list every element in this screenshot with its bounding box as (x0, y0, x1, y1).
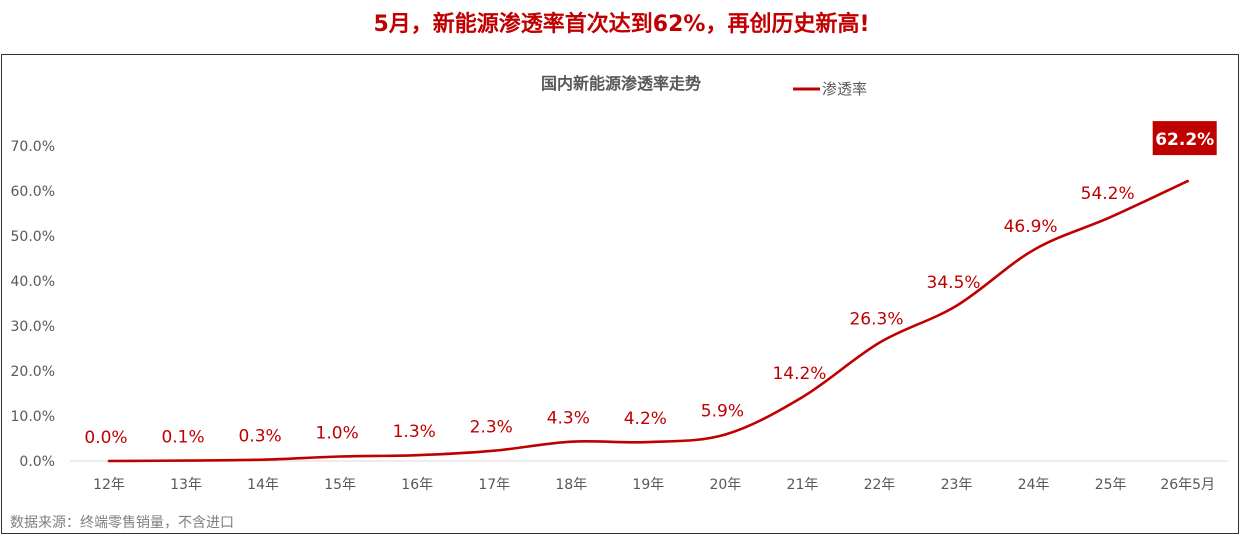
x-tick-label: 18年 (555, 477, 587, 493)
y-tick-label: 40.0% (11, 274, 55, 290)
x-tick-label: 21年 (787, 477, 819, 493)
data-label: 14.2% (772, 364, 826, 384)
data-label: 1.3% (393, 422, 436, 442)
x-tick-label: 17年 (478, 477, 510, 493)
y-tick-label: 20.0% (11, 364, 55, 380)
x-tick-label: 24年 (1018, 477, 1050, 493)
x-axis: 12年 13年 14年 15年 16年 17年 18年 19年 20年 21年 22年 23年 24年 2… (93, 477, 1215, 493)
y-tick-label: 0.0% (19, 454, 55, 470)
chart-frame (1, 54, 1239, 534)
headline: 5月，新能源渗透率首次达到62%，再创历史新高! (373, 12, 870, 37)
series-line (107, 179, 1189, 463)
x-tick-label: 15年 (324, 477, 356, 493)
chart-title: 国内新能源渗透率走势 (541, 74, 701, 93)
x-tick-label: 14年 (247, 477, 279, 493)
x-tick-label: 12年 (93, 477, 125, 493)
legend-label: 渗透率 (822, 80, 867, 98)
data-label: 26.3% (849, 310, 903, 330)
x-tick-label: 19年 (632, 477, 664, 493)
x-tick-label: 20年 (709, 477, 741, 493)
data-label: 4.3% (547, 409, 590, 429)
y-tick-label: 10.0% (11, 409, 55, 425)
y-tick-label: 30.0% (11, 319, 55, 335)
y-tick-label: 60.0% (11, 184, 55, 200)
y-tick-label: 70.0% (11, 139, 55, 155)
data-label: 2.3% (470, 418, 513, 438)
x-tick-label: 13年 (170, 477, 202, 493)
data-label: 0.1% (161, 428, 204, 448)
data-label: 5.9% (701, 401, 744, 421)
highlight-label: 62.2% (1152, 121, 1217, 156)
x-tick-label: 25年 (1095, 477, 1127, 493)
x-tick-label: 16年 (401, 477, 433, 493)
data-labels: 0.0% 0.1% 0.3% 1.0% 1.3% 2.3% 4.3% 4.2% 5.9% 14.2… (84, 121, 1217, 448)
data-label: 62.2% (1155, 130, 1214, 150)
data-label: 1.0% (316, 424, 359, 444)
y-tick-label: 50.0% (11, 229, 55, 245)
x-tick-label: 23年 (941, 477, 973, 493)
x-tick-label: 22年 (864, 477, 896, 493)
data-label: 0.0% (84, 428, 127, 448)
data-label: 0.3% (238, 427, 281, 447)
highlight-label-box (1152, 121, 1217, 156)
data-label: 54.2% (1081, 184, 1135, 204)
data-label: 34.5% (927, 273, 981, 293)
source-note: 数据来源：终端零售销量，不含进口 (10, 515, 234, 531)
y-axis: 0.0% 10.0% 20.0% 30.0% 40.0% 50.0% 60.0% 70.0% (11, 139, 55, 470)
x-tick-label: 26年5月 (1160, 477, 1215, 493)
data-label: 46.9% (1004, 217, 1058, 237)
data-label: 4.2% (624, 409, 667, 429)
